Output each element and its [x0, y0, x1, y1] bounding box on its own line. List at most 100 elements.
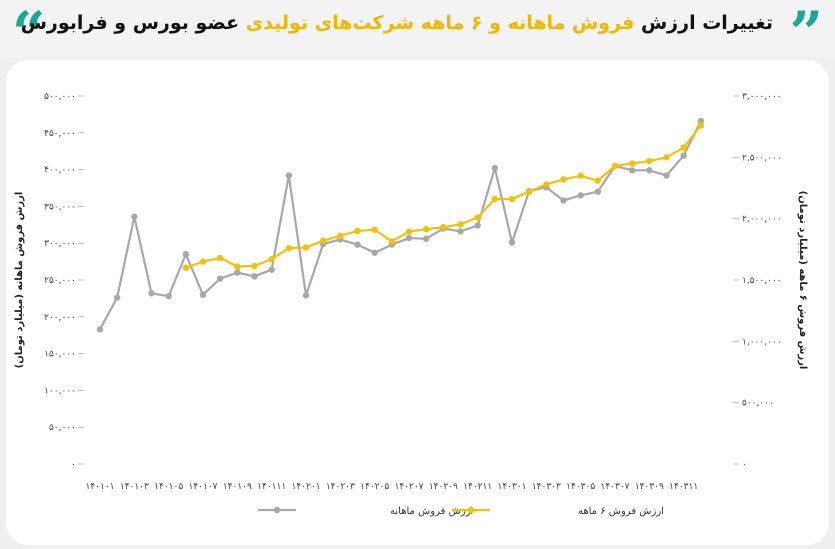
y-left-tick-label: ۳۵۰,۰۰۰ — [44, 202, 76, 212]
series-monthly-point — [354, 241, 361, 248]
x-tick-label: ۱۴۰۳۱۱ — [669, 482, 698, 492]
series-monthly-point — [251, 273, 258, 280]
series-monthly-point — [508, 239, 516, 246]
x-tick-label: ۱۴۰۲۱۱ — [463, 482, 492, 492]
x-tick-label: ۱۴۰۲۰۱ — [291, 482, 320, 492]
y-right-tick-label: ۲,۵۰۰,۰۰۰ — [742, 153, 782, 163]
series-six-month-point — [268, 255, 275, 263]
series-monthly-point — [474, 222, 481, 229]
series-monthly-point — [422, 235, 430, 242]
series-six-month-point — [199, 258, 207, 265]
series-monthly-point — [302, 292, 310, 299]
series-six-month-point — [302, 244, 310, 251]
x-tick-label: ۱۴۰۳۰۹ — [635, 482, 664, 492]
y-right-tick-label: ۰ — [742, 460, 747, 470]
x-tick-label: ۱۴۰۲۰۷ — [394, 482, 423, 492]
x-tick-label: ۱۴۰۲۰۵ — [360, 482, 389, 492]
series-six-month-point — [594, 177, 602, 184]
quote-left-icon: “ — [12, 0, 46, 67]
y-left-axis-title: ارزش فروش ماهانه (میلیارد تومان) — [14, 192, 25, 369]
series-monthly-point — [131, 213, 138, 220]
legend-monthly-marker — [273, 506, 281, 514]
series-monthly-point — [663, 172, 670, 179]
series-six-month-point — [457, 220, 464, 228]
series-monthly-point — [268, 266, 275, 273]
series-six-month-point — [319, 237, 327, 244]
series-six-month-point — [491, 195, 499, 203]
series-monthly-point — [148, 290, 155, 297]
series-six-month-line — [185, 124, 702, 269]
y-left-tick-label: ۲۵۰,۰۰۰ — [44, 276, 76, 286]
series-six-month-point — [422, 225, 430, 233]
series-six-month-point — [611, 162, 619, 170]
series-monthly-point — [457, 228, 464, 235]
series-monthly-point — [405, 234, 413, 242]
x-tick-label: ۱۴۰۳۰۵ — [566, 482, 595, 492]
series-six-month-point — [251, 262, 258, 270]
legend-six-month-label: ارزش فروش ۶ ماهه — [578, 506, 664, 517]
series-monthly-point — [628, 167, 636, 174]
series-six-month-point — [628, 160, 636, 167]
x-tick-label: ۱۴۰۳۰۱ — [497, 482, 526, 492]
series-six-month-point — [543, 181, 550, 188]
x-tick-label: ۱۴۰۲۰۹ — [429, 482, 458, 492]
series-six-month-point — [697, 122, 705, 129]
y-left-tick-label: ۵۰۰,۰۰۰ — [44, 92, 76, 102]
y-right-tick-label: ۱,۵۰۰,۰۰۰ — [742, 276, 782, 286]
y-left-tick-label: ۰ — [71, 460, 76, 470]
x-tick-label: ۱۴۰۳۰۳ — [532, 482, 561, 492]
series-monthly-point — [594, 188, 602, 195]
header: “ تغییرات ارزش فروش ماهانه و ۶ ماهه شرکت… — [0, 0, 835, 62]
series-monthly-point — [491, 164, 499, 172]
series-six-month-point — [388, 238, 396, 245]
series-six-month-point — [680, 144, 687, 151]
y-right-axis-title: ارزش فروش ۶ ماهه (میلیارد تومان) — [797, 191, 808, 370]
legend-six-month-marker — [467, 506, 475, 514]
series-monthly-point — [165, 292, 172, 300]
series-six-month-point — [337, 232, 344, 240]
series-monthly-point — [371, 249, 378, 256]
series-monthly-line — [99, 120, 702, 330]
series-six-month-point — [508, 195, 516, 203]
y-left-tick-label: ۱۵۰,۰۰۰ — [44, 350, 76, 360]
series-monthly-point — [234, 269, 241, 276]
y-left-tick-label: ۵۰,۰۰۰ — [49, 423, 76, 433]
x-tick-label: ۱۴۰۱۱۱ — [257, 482, 286, 492]
title-part1: تغییرات ارزش — [640, 12, 773, 34]
series-six-month-point — [525, 188, 533, 195]
series-six-month-point — [371, 226, 378, 233]
series-monthly-point — [680, 152, 687, 159]
series-six-month-point — [663, 154, 670, 161]
quote-right-icon: ” — [789, 0, 823, 67]
series-six-month-point — [560, 176, 567, 183]
x-tick-label: ۱۴۰۱۰۷ — [188, 482, 217, 492]
series-six-month-point — [216, 254, 224, 262]
series-six-month-point — [354, 227, 361, 235]
y-right-tick-label: ۲,۰۰۰,۰۰۰ — [742, 215, 782, 225]
title-highlight: فروش ماهانه و ۶ ماهه شرکت‌های تولیدی — [245, 12, 635, 34]
series-six-month-point — [577, 172, 584, 179]
series-monthly-point — [113, 294, 121, 301]
x-tick-label: ۱۴۰۲۰۳ — [326, 482, 355, 492]
series-six-month-point — [182, 264, 190, 271]
y-left-tick-label: ۴۵۰,۰۰۰ — [44, 129, 76, 139]
x-tick-label: ۱۴۰۱۰۹ — [223, 482, 252, 492]
series-six-month-point — [405, 228, 413, 235]
page-title: تغییرات ارزش فروش ماهانه و ۶ ماهه شرکت‌ه… — [21, 12, 773, 34]
series-six-month-point — [234, 263, 241, 270]
series-six-month-point — [646, 157, 653, 165]
series-monthly-point — [199, 291, 207, 298]
series-six-month-point — [474, 214, 481, 221]
y-left-tick-label: ۴۰۰,۰۰۰ — [44, 166, 76, 176]
series-monthly-point — [216, 275, 224, 282]
series-monthly-point — [285, 172, 293, 179]
series-six-month-point — [285, 244, 293, 252]
y-right-tick-label: ۳,۰۰۰,۰۰۰ — [742, 92, 782, 102]
series-monthly-point — [182, 251, 190, 258]
y-left-tick-label: ۱۰۰,۰۰۰ — [44, 386, 76, 396]
series-monthly-point — [96, 326, 104, 333]
x-tick-label: ۱۴۰۳۰۷ — [600, 482, 629, 492]
y-right-tick-label: ۵۰۰,۰۰۰ — [742, 399, 774, 409]
